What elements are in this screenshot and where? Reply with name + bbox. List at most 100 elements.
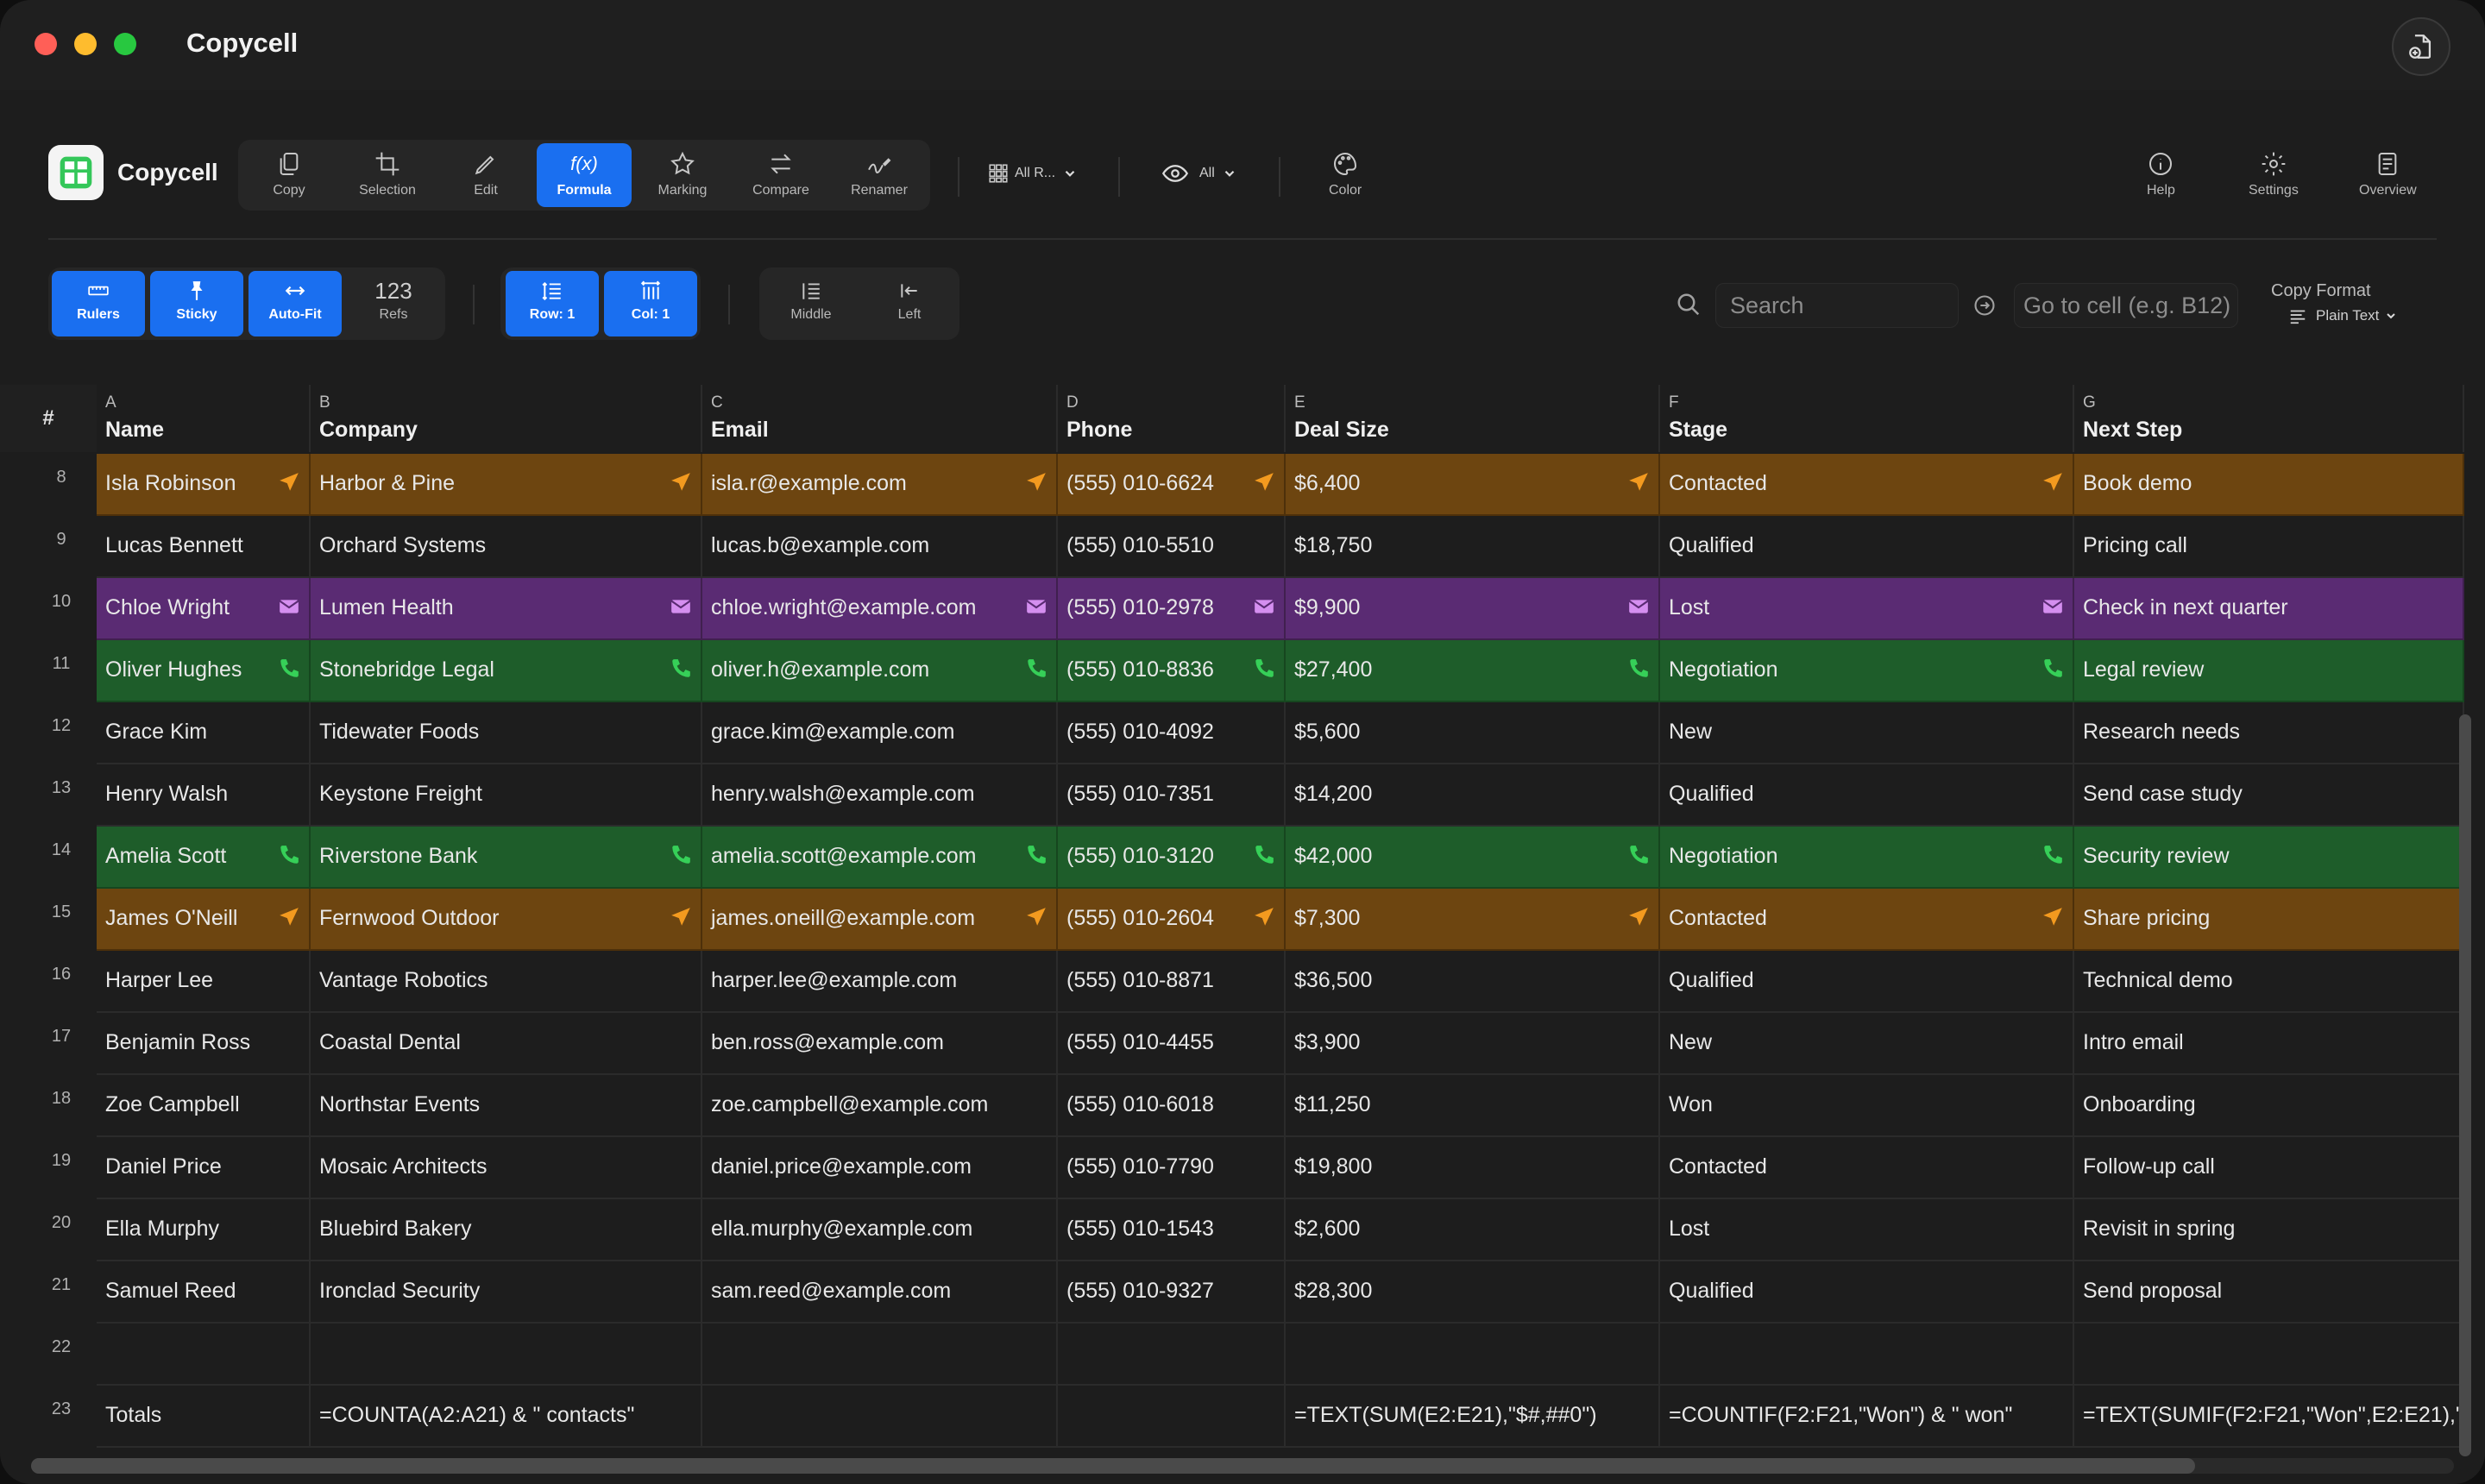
row-number[interactable]: 13 xyxy=(51,778,72,797)
grid-cell[interactable]: Revisit in spring xyxy=(2074,1199,2464,1261)
grid-cell[interactable]: Pricing call xyxy=(2074,516,2464,578)
grid-cell[interactable]: Benjamin Ross xyxy=(97,1013,311,1075)
grid-cell[interactable]: (555) 010-8871 xyxy=(1058,951,1286,1013)
grid-cell[interactable]: Send case study xyxy=(2074,764,2464,827)
grid-cell[interactable]: Contacted xyxy=(1660,889,2074,951)
grid-cell[interactable]: Check in next quarter xyxy=(2074,578,2464,640)
row-number[interactable]: 21 xyxy=(51,1275,72,1294)
grid-cell[interactable]: $2,600 xyxy=(1286,1199,1660,1261)
grid-cell[interactable]: =TEXT(SUM(E2:E21),"$#,##0") xyxy=(1286,1386,1660,1448)
grid-cell[interactable]: $27,400 xyxy=(1286,640,1660,702)
table-row[interactable]: 12 Grace Kim Tidewater Foods grace.kim@exam… xyxy=(0,702,2485,764)
grid-cell[interactable]: Keystone Freight xyxy=(311,764,702,827)
grid-cell[interactable]: New xyxy=(1660,1013,2074,1075)
grid-cell[interactable]: Security review xyxy=(2074,827,2464,889)
grid-cell[interactable]: Share pricing xyxy=(2074,889,2464,951)
grid-cell[interactable]: =COUNTIF(F2:F21,"Won") & " won" xyxy=(1660,1386,2074,1448)
table-row[interactable]: 8 Isla Robinson Harbor & Pine isla.r@exampl… xyxy=(0,454,2485,516)
grid-cell[interactable]: (555) 010-7351 xyxy=(1058,764,1286,827)
row-number[interactable]: 20 xyxy=(51,1213,72,1232)
grid-cell[interactable]: Bluebird Bakery xyxy=(311,1199,702,1261)
grid-cell[interactable]: Lucas Bennett xyxy=(97,516,311,578)
grid-cell[interactable]: (555) 010-9327 xyxy=(1058,1261,1286,1324)
grid-cell[interactable]: (555) 010-6624 xyxy=(1058,454,1286,516)
grid-cell[interactable]: $42,000 xyxy=(1286,827,1660,889)
grid-cell[interactable]: $36,500 xyxy=(1286,951,1660,1013)
grid-cell[interactable]: Qualified xyxy=(1660,516,2074,578)
grid-cell[interactable]: Henry Walsh xyxy=(97,764,311,827)
tool-marking-button[interactable]: Marking xyxy=(635,143,730,207)
grid-cell[interactable] xyxy=(2074,1324,2464,1386)
grid-cell[interactable]: Contacted xyxy=(1660,454,2074,516)
grid-cell[interactable]: Stonebridge Legal xyxy=(311,640,702,702)
overview-button[interactable]: Overview xyxy=(2359,150,2417,198)
grid-cell[interactable]: $5,600 xyxy=(1286,702,1660,764)
grid-cell[interactable]: (555) 010-2604 xyxy=(1058,889,1286,951)
new-document-button[interactable] xyxy=(2392,17,2450,76)
grid-cell[interactable]: (555) 010-1543 xyxy=(1058,1199,1286,1261)
grid-cell[interactable]: $6,400 xyxy=(1286,454,1660,516)
grid-cell[interactable]: James O'Neill xyxy=(97,889,311,951)
grid-cell[interactable]: lucas.b@example.com xyxy=(702,516,1058,578)
table-row[interactable]: 14 Amelia Scott Riverstone Bank amelia.scot… xyxy=(0,827,2485,889)
grid-cell[interactable]: Won xyxy=(1660,1075,2074,1137)
row-number[interactable]: 22 xyxy=(51,1337,72,1356)
view-filter-dropdown[interactable]: All xyxy=(1160,160,1237,186)
grid-cell[interactable]: james.oneill@example.com xyxy=(702,889,1058,951)
grid-cell[interactable] xyxy=(1058,1386,1286,1448)
grid-cell[interactable]: zoe.campbell@example.com xyxy=(702,1075,1058,1137)
grid-cell[interactable] xyxy=(702,1386,1058,1448)
grid-cell[interactable]: Totals xyxy=(97,1386,311,1448)
column-header[interactable]: A Name xyxy=(97,385,311,452)
grid-cell[interactable]: =TEXT(SUMIF(F2:F21,"Won",E2:E21),"$#,##0… xyxy=(2074,1386,2464,1448)
grid-cell[interactable]: $18,750 xyxy=(1286,516,1660,578)
grid-cell[interactable]: =COUNTA(A2:A21) & " contacts" xyxy=(311,1386,702,1448)
grid-cell[interactable]: (555) 010-4455 xyxy=(1058,1013,1286,1075)
grid-cell[interactable] xyxy=(1286,1324,1660,1386)
table-row[interactable]: 16 Harper Lee Vantage Robotics harper.lee@e… xyxy=(0,951,2485,1013)
table-row[interactable]: 21 Samuel Reed Ironclad Security sam.reed@e… xyxy=(0,1261,2485,1324)
grid-cell[interactable]: Daniel Price xyxy=(97,1137,311,1199)
grid-cell[interactable]: $3,900 xyxy=(1286,1013,1660,1075)
grid-cell[interactable]: Northstar Events xyxy=(311,1075,702,1137)
align-middle-button[interactable]: Middle xyxy=(764,271,858,336)
grid-cell[interactable]: Send proposal xyxy=(2074,1261,2464,1324)
grid-cell[interactable]: ella.murphy@example.com xyxy=(702,1199,1058,1261)
grid-cell[interactable]: harper.lee@example.com xyxy=(702,951,1058,1013)
grid-cell[interactable]: amelia.scott@example.com xyxy=(702,827,1058,889)
grid-cell[interactable] xyxy=(97,1324,311,1386)
column-header[interactable]: G Next Step xyxy=(2074,385,2464,452)
row-number[interactable]: 16 xyxy=(51,965,72,984)
grid-cell[interactable]: Negotiation xyxy=(1660,827,2074,889)
grid-cell[interactable]: isla.r@example.com xyxy=(702,454,1058,516)
table-row[interactable]: 20 Ella Murphy Bluebird Bakery ella.murphy@… xyxy=(0,1199,2485,1261)
table-row[interactable]: 15 James O'Neill Fernwood Outdoor james.one… xyxy=(0,889,2485,951)
tool-selection-button[interactable]: Selection xyxy=(340,143,435,207)
grid-cell[interactable]: Grace Kim xyxy=(97,702,311,764)
tool-compare-button[interactable]: Compare xyxy=(733,143,828,207)
column-header[interactable]: E Deal Size xyxy=(1286,385,1660,452)
grid-cell[interactable]: New xyxy=(1660,702,2074,764)
horizontal-scrollbar[interactable] xyxy=(31,1458,2195,1474)
grid-cell[interactable]: (555) 010-5510 xyxy=(1058,516,1286,578)
grid-cell[interactable]: Oliver Hughes xyxy=(97,640,311,702)
grid-cell[interactable]: Book demo xyxy=(2074,454,2464,516)
refs-toggle[interactable]: 123 Refs xyxy=(347,271,440,336)
grid-cell[interactable]: daniel.price@example.com xyxy=(702,1137,1058,1199)
color-button[interactable]: Color xyxy=(1329,150,1362,198)
grid-cell[interactable]: Qualified xyxy=(1660,1261,2074,1324)
grid-cell[interactable] xyxy=(1660,1324,2074,1386)
grid-cell[interactable]: $11,250 xyxy=(1286,1075,1660,1137)
grid-cell[interactable]: Coastal Dental xyxy=(311,1013,702,1075)
tool-edit-button[interactable]: Edit xyxy=(438,143,533,207)
grid-cell[interactable]: Fernwood Outdoor xyxy=(311,889,702,951)
minimize-window-button[interactable] xyxy=(74,33,97,55)
table-row[interactable]: 9 Lucas Bennett Orchard Systems lucas.b@exa… xyxy=(0,516,2485,578)
table-row[interactable]: 18 Zoe Campbell Northstar Events zoe.campbe… xyxy=(0,1075,2485,1137)
copy-format-control[interactable]: Copy Format Plain Text xyxy=(2271,281,2398,325)
column-header[interactable]: D Phone xyxy=(1058,385,1286,452)
column-header[interactable]: F Stage xyxy=(1660,385,2074,452)
grid-cell[interactable] xyxy=(311,1324,702,1386)
row-number[interactable]: 23 xyxy=(51,1399,72,1418)
grid-cell[interactable] xyxy=(1058,1324,1286,1386)
